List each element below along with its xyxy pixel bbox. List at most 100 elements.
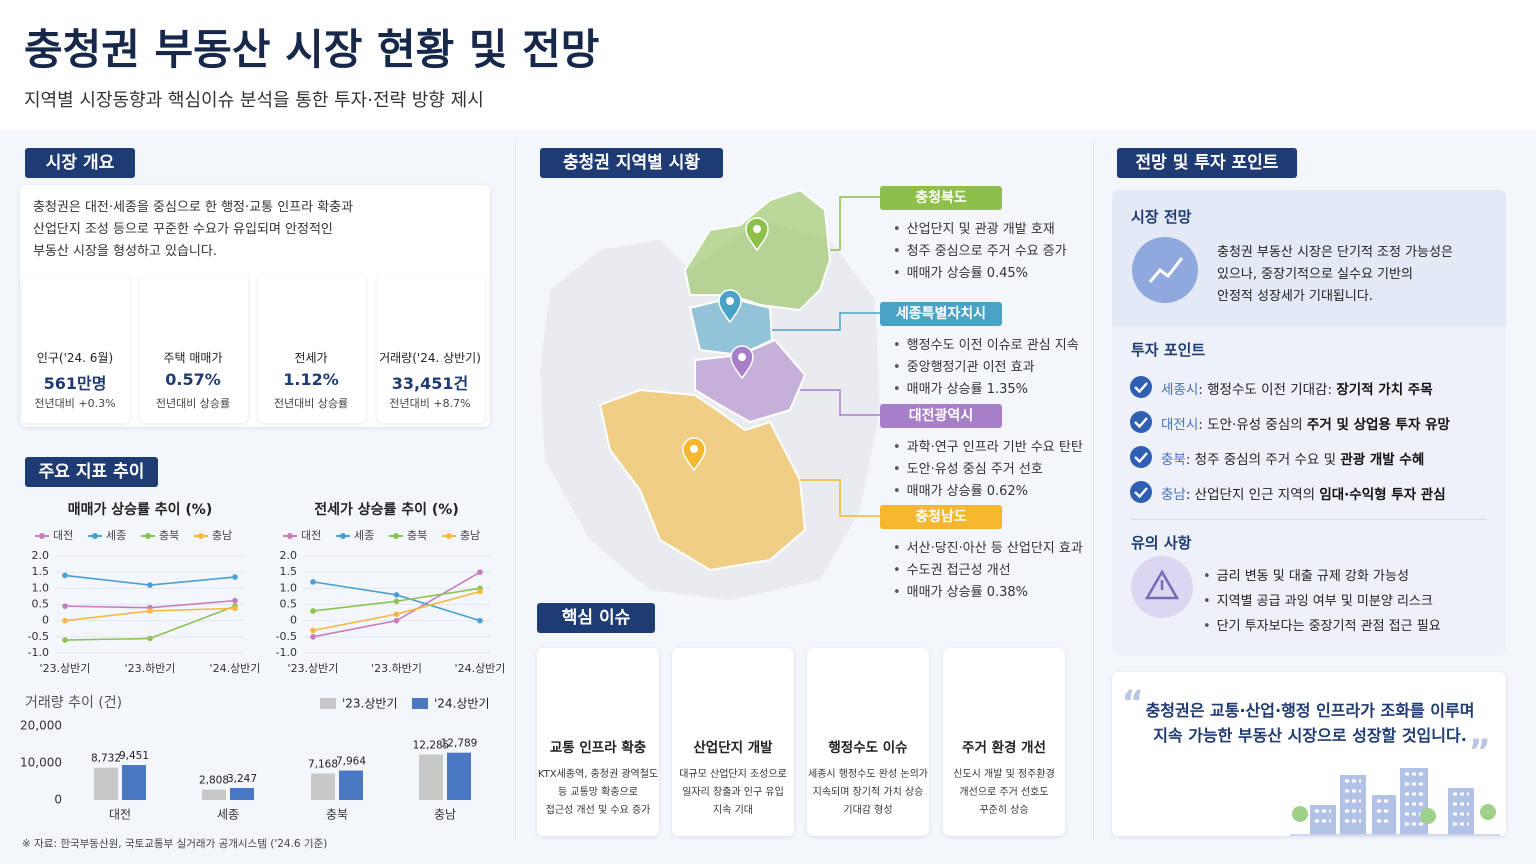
stat-change: 전년대비 상승률 — [273, 397, 349, 410]
map-pin-dot — [726, 297, 734, 305]
map-pin — [718, 289, 742, 324]
legend-dot — [446, 533, 452, 539]
series-point — [393, 617, 400, 624]
series-point — [147, 608, 153, 614]
issue-text: 지속 기대 — [713, 805, 753, 816]
region-bullet: 청주 중심으로 주거 수요 증가 — [893, 240, 1067, 259]
subheading: 투자 포인트 — [1131, 341, 1206, 359]
y-tick-label: 10,000 — [20, 756, 62, 770]
stat-card — [377, 275, 485, 423]
connectors — [772, 196, 880, 517]
point-item: 세종시: 행정수도 이전 기대감: 장기적 가치 주목 — [1161, 378, 1433, 398]
legend-label: 세종 — [354, 529, 374, 542]
x-tick-label: '24.상반기 — [210, 662, 261, 675]
bar — [122, 765, 146, 800]
region-label: 충청남도 — [880, 505, 1002, 529]
issue-text: 접근성 개선 및 수요 증가 — [545, 805, 651, 816]
y-tick-label: 1.5 — [280, 565, 298, 578]
issue-title: 주거 환경 개선 — [962, 740, 1046, 756]
caution-item: 단기 투자보다는 중장기적 관점 접근 필요 — [1203, 615, 1441, 634]
stat-label: 주택 매매가 — [163, 351, 223, 365]
stat-value: 561만명 — [43, 374, 107, 393]
issue-text: 세종시 행정수도 완성 논의가 — [808, 769, 928, 780]
subheading: 유의 사항 — [1131, 534, 1192, 552]
y-tick-label: 1.5 — [32, 565, 50, 578]
region-bullet: 산업단지 및 관광 개발 호재 — [893, 218, 1055, 237]
legend-label: 충북 — [159, 529, 179, 542]
point-part: 세종시 — [1161, 382, 1199, 398]
legend-swatch — [412, 698, 428, 709]
bar — [419, 754, 443, 800]
stat-card — [140, 275, 248, 423]
y-tick-label: 0.5 — [32, 598, 50, 611]
legend-label: 세종 — [106, 529, 126, 542]
divider — [1093, 140, 1094, 840]
chart-title: 거래량 추이 (건) — [25, 695, 122, 711]
point-part: 관광 개발 수혜 — [1340, 452, 1425, 468]
legend-dot — [39, 533, 45, 539]
legend-dot — [92, 533, 98, 539]
stat-value: 0.57% — [165, 370, 221, 389]
map-pin-dot — [690, 445, 698, 453]
bar-value-label: 7,168 — [308, 758, 338, 770]
y-tick-label: 20,000 — [20, 719, 62, 733]
building — [1448, 788, 1474, 835]
series-point — [232, 574, 238, 580]
issue-card — [807, 648, 929, 836]
check-glyph — [1134, 487, 1148, 499]
overview-text: 충청권은 대전·세종을 중심으로 한 행정·교통 인프라 확충과 — [33, 200, 354, 215]
issue-text: KTX세종역, 충청권 광역철도 — [537, 769, 659, 780]
stat-change: 전년대비 +0.3% — [34, 397, 116, 410]
map-pin-dot — [738, 353, 746, 361]
y-tick-label: -1.0 — [276, 646, 297, 659]
bar — [230, 787, 254, 800]
overview-text: 부동산 시장을 형성하고 있습니다. — [33, 244, 217, 259]
issue-card — [537, 648, 659, 836]
series-point — [393, 611, 400, 617]
point-part: : 산업단지 인근 지역의 — [1185, 487, 1320, 503]
x-tick-label: 충남 — [434, 808, 456, 822]
region-label: 대전광역시 — [880, 404, 1002, 428]
issue-text: 일자리 창출과 인구 유입 — [682, 787, 784, 798]
series-point — [477, 569, 483, 575]
region-bullet: 매매가 상승률 1.35% — [893, 378, 1028, 397]
bar-value-label: 7,964 — [336, 756, 366, 768]
series-point — [62, 617, 68, 624]
issue-title: 교통 인프라 확충 — [549, 740, 647, 756]
y-tick-label: -1.0 — [28, 646, 49, 659]
bar — [339, 770, 363, 800]
market-icon-glyph — [1148, 257, 1184, 283]
check-icon — [1130, 411, 1152, 433]
check-icon — [1130, 481, 1152, 503]
bar-value-label: 8,732 — [91, 753, 121, 765]
region-shape — [694, 338, 807, 424]
market-text: 충청권 부동산 시장은 단기적 조정 가능성은 — [1217, 245, 1453, 260]
stat-change: 전년대비 상승률 — [155, 397, 231, 410]
stat-label: 거래량('24. 상반기) — [379, 351, 481, 365]
map-pin — [745, 217, 769, 252]
y-tick-label: 0.5 — [280, 598, 298, 611]
tree — [1420, 808, 1436, 824]
y-tick-label: 0 — [54, 793, 62, 807]
divider — [515, 140, 516, 840]
bar-value-label: 2,808 — [199, 775, 229, 787]
page-title: 충청권 부동산 시장 현황 및 전망 — [24, 25, 600, 74]
bar-value-label: 3,247 — [227, 773, 257, 785]
region-bullet: 행정수도 이전 이슈로 관심 지속 — [893, 334, 1079, 353]
market-text: 있으나, 중장기적으로 실수요 기반의 — [1217, 267, 1413, 282]
region-bullet: 서산·당진·아산 등 산업단지 효과 — [893, 537, 1083, 556]
region-bullet: 수도권 접근성 개선 — [893, 559, 1011, 578]
bar-value-label: 12,789 — [441, 738, 478, 750]
legend-label: 대전 — [53, 529, 73, 542]
region-bullet: 매매가 상승률 0.45% — [893, 262, 1028, 281]
chart-title: 전세가 상승률 추이 (%) — [314, 501, 459, 518]
series-point — [62, 572, 68, 579]
x-tick-label: 대전 — [109, 808, 131, 822]
legend-label: 충남 — [212, 529, 232, 542]
bar-value-label: 9,451 — [119, 750, 149, 762]
series-point — [232, 605, 238, 612]
point-item: 충북: 청주 중심의 주거 수요 및 관광 개발 수혜 — [1161, 448, 1424, 468]
series-point — [393, 592, 400, 598]
point-item: 충남: 산업단지 인근 지역의 임대·수익형 투자 관심 — [1161, 483, 1446, 503]
